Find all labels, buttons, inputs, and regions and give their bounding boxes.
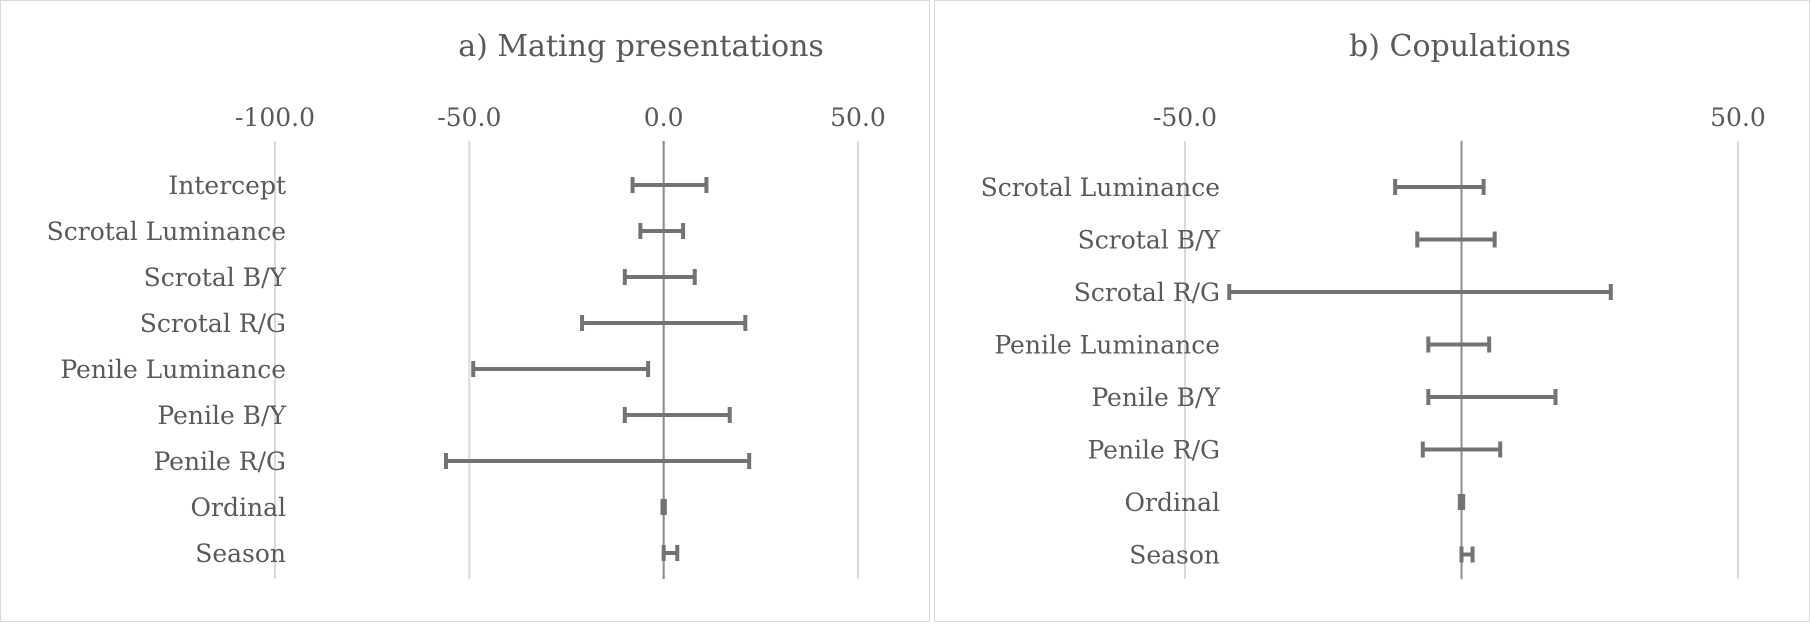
chart-panel-mating-presentations: a) Mating presentations -100.0 -50.0 0.0 50.…: [0, 0, 930, 622]
chart-title: a) Mating presentations: [458, 29, 824, 64]
category-label: Penile B/Y: [157, 401, 286, 430]
category-label: Penile Luminance: [994, 331, 1220, 360]
category-label: Scrotal Luminance: [981, 173, 1220, 202]
chart-title: b) Copulations: [1349, 29, 1571, 64]
category-label: Penile R/G: [153, 447, 286, 476]
category-label: Scrotal B/Y: [144, 263, 287, 292]
x-tick-label: 0.0: [644, 103, 684, 132]
category-label: Penile R/G: [1087, 436, 1220, 465]
x-tick-label: -50.0: [1153, 103, 1217, 132]
category-label: Ordinal: [1125, 488, 1220, 517]
x-tick-label: -100.0: [235, 103, 315, 132]
x-tick-label: 50.0: [1710, 103, 1766, 132]
category-label: Intercept: [168, 171, 286, 200]
category-label: Scrotal B/Y: [1078, 226, 1221, 255]
category-label: Scrotal Luminance: [47, 217, 286, 246]
category-label: Scrotal R/G: [1074, 278, 1220, 307]
x-tick-label: -50.0: [437, 103, 501, 132]
forest-plot-a: a) Mating presentations -100.0 -50.0 0.0 50.…: [47, 29, 886, 579]
category-label: Penile B/Y: [1091, 383, 1220, 412]
category-label: Season: [1129, 541, 1220, 570]
category-label: Ordinal: [191, 493, 286, 522]
forest-plot-b: b) Copulations -50.0 50.0 Scrotal Luminance…: [981, 29, 1766, 579]
chart-panel-copulations: b) Copulations -50.0 50.0 Scrotal Luminance…: [934, 0, 1810, 622]
x-tick-label: 50.0: [830, 103, 886, 132]
category-label: Penile Luminance: [60, 355, 286, 384]
category-label: Season: [195, 539, 286, 568]
category-label: Scrotal R/G: [140, 309, 286, 338]
